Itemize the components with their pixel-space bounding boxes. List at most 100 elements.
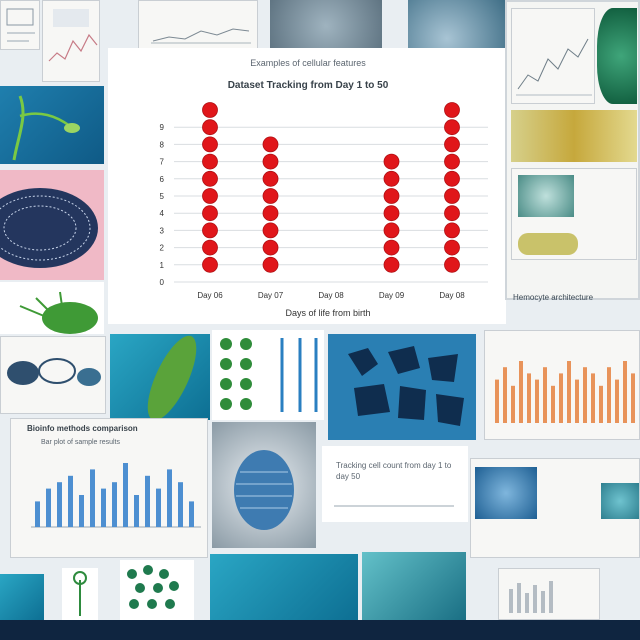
green-organism-image: [597, 8, 637, 104]
data-point: [444, 205, 460, 222]
thumbnail-graph: [42, 0, 100, 82]
main-chart-panel: Examples of cellular features Dataset Tr…: [108, 48, 506, 324]
right-figure-panel: Hemocyte architecture: [505, 0, 640, 302]
data-point: [444, 170, 460, 187]
data-point: [202, 102, 218, 118]
data-point: [262, 205, 279, 222]
data-point: [202, 222, 218, 239]
bar: [145, 475, 150, 527]
orange-bar-chart-svg: [495, 361, 635, 423]
bar: [575, 379, 579, 423]
data-point: [383, 222, 400, 239]
line-chart-icon: [516, 38, 592, 96]
mini-line-chart-icon: [151, 28, 251, 44]
network-icon: [348, 346, 464, 426]
bar: [631, 373, 635, 423]
data-point: [444, 222, 460, 239]
scatter-plot: 0 1 2 3 4 5 6 7 8 9 Day 06 Day 07 Day 08 Day 09 Day 0…: [160, 102, 488, 300]
line-graph-icon: [48, 9, 98, 62]
x-tick-label: Day 07: [258, 291, 284, 300]
cell-diagram-row: [0, 336, 106, 414]
right-line-chart: [511, 8, 595, 104]
middle-caption-card: Tracking cell count from day 1 to day 50: [322, 446, 468, 522]
plant-icon: [12, 95, 80, 161]
data-point: [383, 205, 400, 222]
data-point: [202, 205, 218, 222]
pod-icon: [147, 335, 197, 420]
y-tick-label: 6: [160, 175, 165, 184]
data-point: [444, 153, 460, 170]
sprout-icon: [73, 571, 87, 616]
bar: [503, 367, 507, 423]
data-point: [383, 170, 400, 187]
yellow-blob-image: [518, 233, 578, 255]
bar: [623, 361, 627, 423]
icon-grid: [212, 330, 324, 420]
y-tick-label: 0: [160, 278, 165, 287]
data-point: [202, 188, 218, 204]
y-tick-label: 4: [160, 209, 165, 218]
mesh-icon: [0, 188, 98, 268]
bar: [559, 373, 563, 423]
data-point: [202, 170, 218, 187]
bottom-strip: [0, 620, 640, 640]
bar: [599, 385, 603, 423]
bottom-swirl-image: [362, 552, 466, 620]
y-tick-label: 5: [160, 192, 165, 201]
bar: [511, 385, 515, 423]
dash-line-icon: [334, 505, 454, 507]
bottom-bead-tile: [120, 560, 194, 620]
bar: [123, 463, 128, 527]
bar: [156, 488, 161, 527]
green-pod-image: [110, 334, 210, 420]
bar: [79, 495, 84, 527]
data-point: [262, 136, 279, 153]
bottom-right-chart: [498, 568, 600, 620]
middle-caption: Tracking cell count from day 1 to day 50: [336, 461, 452, 481]
right-specimen-card: [511, 168, 637, 260]
y-tick-label: 9: [160, 123, 165, 132]
data-point: [202, 119, 218, 136]
thumbnail-diagram: [0, 0, 40, 50]
pod-micrograph: [212, 422, 316, 548]
x-tick-label: Day 08: [439, 291, 465, 300]
y-tick-label: 3: [160, 226, 165, 235]
data-point: [262, 239, 279, 256]
data-point: [444, 102, 460, 118]
bar: [112, 482, 117, 527]
bar: [543, 367, 547, 423]
bar: [495, 379, 499, 423]
schematic-icon: [6, 8, 35, 42]
bar: [519, 361, 523, 423]
x-axis-label: Days of life from birth: [285, 308, 371, 318]
x-tick-label: Day 06: [197, 291, 223, 300]
data-point: [383, 153, 400, 170]
bar: [57, 482, 62, 527]
teal-cell-thumbnail: [601, 483, 639, 519]
x-tick-label: Day 08: [318, 291, 344, 300]
bead-grid-icon: [220, 338, 318, 412]
blue-bar-chart-svg: [31, 463, 201, 528]
bar: [46, 488, 51, 527]
data-point: [444, 119, 460, 136]
data-point: [383, 256, 400, 273]
y-tick-label: 8: [160, 140, 165, 149]
bar: [583, 367, 587, 423]
data-point: [383, 188, 400, 204]
bar: [90, 469, 95, 527]
chart-title: Dataset Tracking from Day 1 to 50: [227, 80, 389, 91]
cell-mesh-illustration: [0, 170, 104, 280]
bar: [567, 361, 571, 423]
micrograph-top-1: [270, 0, 382, 52]
data-point: [202, 256, 218, 273]
right-caption: Hemocyte architecture: [513, 293, 594, 302]
bar: [134, 495, 139, 527]
yellow-tissue-image: [511, 110, 637, 162]
bar: [189, 501, 194, 527]
data-point: [444, 188, 460, 204]
blue-cell-thumbnail: [475, 467, 537, 519]
bar: [167, 469, 172, 527]
data-point: [262, 188, 279, 204]
cell-icon: [19, 291, 98, 334]
x-tick-label: Day 09: [379, 291, 405, 300]
